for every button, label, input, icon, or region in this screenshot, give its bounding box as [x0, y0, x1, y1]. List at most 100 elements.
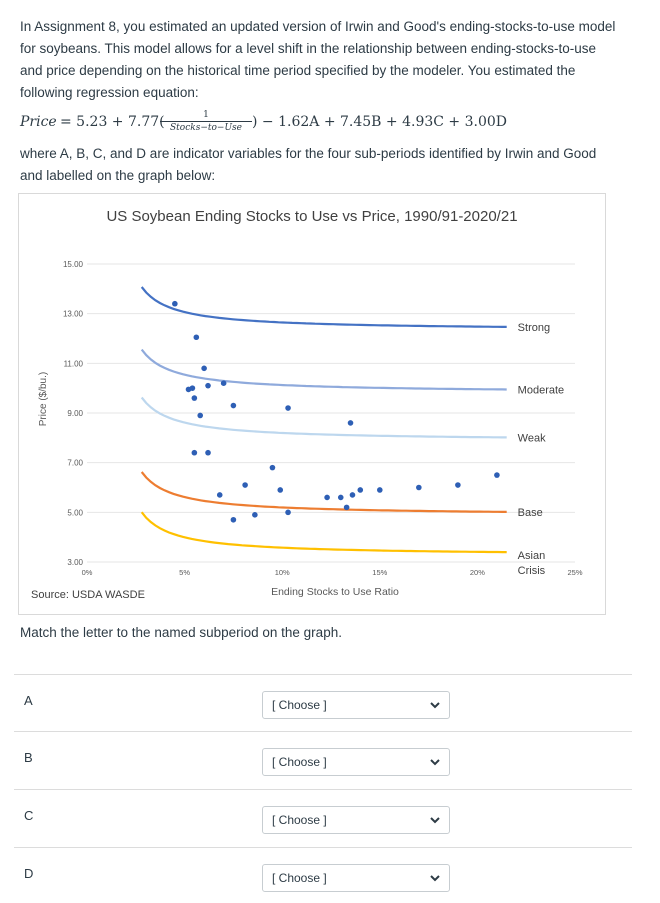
chart-container: US Soybean Ending Stocks to Use vs Price…: [18, 193, 606, 615]
fraction-bar: [160, 121, 252, 122]
data-point: [252, 512, 258, 518]
curve-strong: [140, 286, 507, 328]
select-placeholder: [ Choose ]: [272, 698, 327, 712]
curve-label: Moderate: [518, 384, 564, 396]
question-row-b: B [ Choose ]: [14, 731, 632, 789]
curve-label: Base: [518, 507, 543, 519]
data-point: [337, 494, 344, 501]
intro-line: following regression equation:: [20, 85, 199, 100]
y-tick-label: 9.00: [67, 409, 83, 418]
regression-equation: Price = 5.23 + 7.77( 1 Stocks−to−Use ) −…: [20, 108, 580, 142]
intro-line: and price depending on the historical ti…: [20, 63, 576, 78]
question-letter: A: [24, 693, 33, 708]
y-tick-label: 7.00: [67, 459, 83, 468]
subperiod-select-a[interactable]: [ Choose ]: [262, 691, 450, 719]
data-point: [220, 380, 227, 386]
x-tick-label: 0%: [82, 568, 93, 577]
curve-base: [140, 471, 507, 513]
gridlines: [87, 263, 575, 563]
data-point: [191, 395, 198, 401]
chart-title: US Soybean Ending Stocks to Use vs Price…: [106, 208, 517, 225]
data-point: [349, 492, 356, 498]
data-point: [242, 482, 248, 488]
curve-labels: Strong Moderate Weak Base Asian Crisis: [518, 322, 564, 577]
question-letter: B: [24, 750, 33, 765]
data-point: [193, 334, 200, 341]
data-point: [197, 412, 204, 419]
intro-paragraph: In Assignment 8, you estimated an update…: [20, 16, 620, 104]
data-point: [205, 449, 211, 456]
question-row-d: D [ Choose ]: [14, 847, 632, 903]
y-tick-label: 13.00: [63, 310, 84, 319]
price-vs-stocks-chart: US Soybean Ending Stocks to Use vs Price…: [31, 208, 583, 601]
chevron-down-icon: [430, 817, 440, 824]
curve-weak: [140, 396, 507, 439]
equation-fraction: 1 Stocks−to−Use: [160, 110, 252, 133]
intro-line: for soybeans. This model allows for a le…: [20, 41, 597, 56]
curve-moderate: [140, 348, 507, 391]
data-point: [230, 402, 237, 409]
chart-source: Source: USDA WASDE: [31, 589, 145, 601]
x-axis-label: Ending Stocks to Use Ratio: [271, 586, 399, 598]
data-point: [205, 382, 211, 389]
data-point: [343, 504, 350, 511]
y-tick-label: 15.00: [63, 260, 84, 269]
data-point: [216, 492, 223, 498]
x-tick-label: 15%: [372, 568, 387, 577]
data-point: [357, 487, 364, 493]
question-row-a: A [ Choose ]: [14, 674, 632, 731]
x-tick-label: 20%: [470, 568, 485, 577]
data-point: [269, 464, 276, 471]
y-axis-label: Price ($/bu.): [38, 372, 49, 426]
after-equation-paragraph: where A, B, C, and D are indicator varia…: [20, 143, 620, 187]
y-tick-label: 3.00: [67, 558, 83, 567]
data-point: [347, 420, 354, 426]
select-placeholder: [ Choose ]: [272, 871, 327, 885]
curve-label: Crisis: [518, 565, 546, 577]
y-tick-labels: 3.00 5.00 7.00 9.00 11.00 13.00 15.00: [63, 260, 84, 567]
data-point: [172, 300, 178, 307]
data-point: [416, 484, 422, 491]
subperiod-select-d[interactable]: [ Choose ]: [262, 864, 450, 892]
data-point: [285, 405, 291, 411]
data-point: [230, 516, 237, 523]
chevron-down-icon: [430, 875, 440, 882]
equation-part-1: = 5.23 + 7.77(: [60, 114, 165, 130]
curve-label: Weak: [518, 432, 546, 444]
data-point: [201, 365, 207, 372]
after-eq-line: where A, B, C, and D are indicator varia…: [20, 146, 597, 161]
data-points: [172, 300, 500, 523]
subperiod-select-b[interactable]: [ Choose ]: [262, 748, 450, 776]
curve-label: Strong: [518, 322, 550, 334]
equation-part-2: ) − 1.62A + 7.45B + 4.93C + 3.00D: [252, 114, 508, 130]
select-placeholder: [ Choose ]: [272, 813, 327, 827]
intro-line: In Assignment 8, you estimated an update…: [20, 19, 616, 34]
after-eq-line: and labelled on the graph below:: [20, 168, 216, 183]
chevron-down-icon: [430, 759, 440, 766]
x-tick-label: 10%: [275, 568, 290, 577]
equation-lhs: Price: [20, 114, 57, 130]
question-letter: C: [24, 808, 34, 823]
x-tick-labels: 0% 5% 10% 15% 20% 25%: [82, 568, 583, 577]
fraction-numerator: 1: [203, 110, 209, 120]
data-point: [189, 385, 196, 391]
question-row-c: C [ Choose ]: [14, 789, 632, 847]
question-letter: D: [24, 866, 34, 881]
data-point: [377, 487, 383, 493]
data-point: [191, 449, 198, 456]
x-tick-label: 25%: [567, 568, 582, 577]
instruction-text: Match the letter to the named subperiod …: [20, 625, 342, 640]
subperiod-select-c[interactable]: [ Choose ]: [262, 806, 450, 834]
curve-label: Asian: [518, 550, 546, 562]
fitted-curves: [140, 286, 507, 554]
data-point: [324, 494, 330, 501]
y-tick-label: 11.00: [64, 359, 84, 368]
chevron-down-icon: [430, 702, 440, 709]
fraction-denominator: Stocks−to−Use: [170, 123, 242, 133]
select-placeholder: [ Choose ]: [272, 755, 327, 769]
y-tick-label: 5.00: [67, 508, 83, 517]
data-point: [494, 472, 500, 478]
data-point: [455, 482, 461, 488]
data-point: [285, 509, 291, 516]
